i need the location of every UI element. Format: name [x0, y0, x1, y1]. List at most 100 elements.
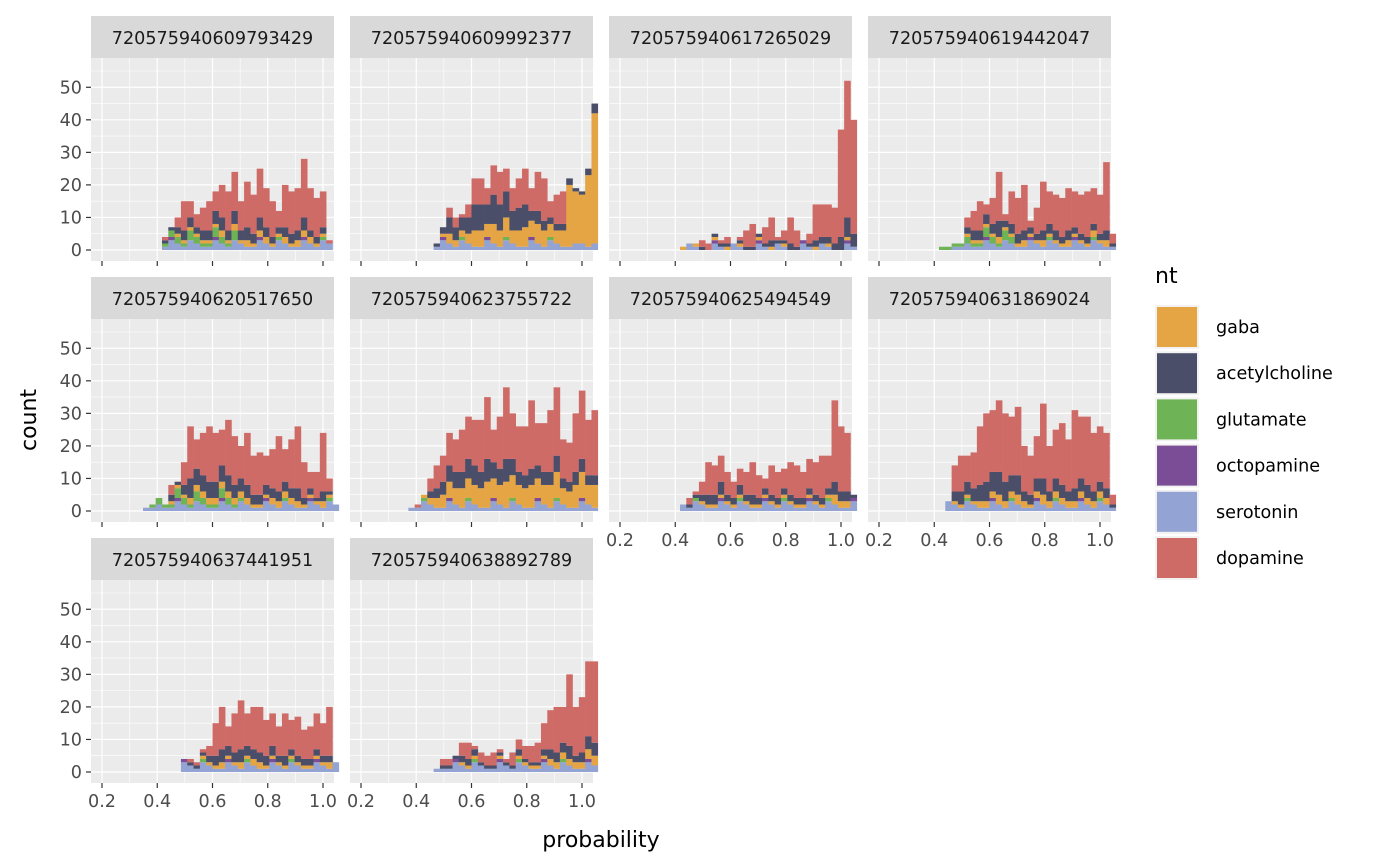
bar-segment-gaba — [736, 494, 744, 498]
bar-segment-dopamine — [174, 217, 182, 228]
bar-segment-serotonin — [199, 504, 207, 511]
bar-segment-gaba — [970, 501, 978, 505]
bar-segment-dopamine — [989, 197, 997, 224]
bar-segment-acetylcholine — [787, 243, 794, 250]
bar-segment-dopamine — [774, 236, 782, 241]
bar-segment-gaba — [528, 765, 535, 769]
strip-background — [868, 277, 1111, 319]
bar-segment-acetylcholine — [768, 494, 775, 502]
bar-segment-acetylcholine — [244, 484, 251, 498]
bar-segment-acetylcholine — [976, 484, 984, 502]
x-tick-label: 1.0 — [1086, 531, 1114, 551]
bar-segment-dopamine — [1002, 413, 1009, 482]
bar-segment-dopamine — [319, 723, 327, 756]
bar-segment-serotonin — [281, 243, 289, 250]
bar-segment-acetylcholine — [452, 227, 460, 241]
bar-segment-dopamine — [446, 207, 453, 218]
bar-segment-dopamine — [705, 462, 712, 495]
bar-segment-gaba — [244, 497, 251, 505]
bar-segment-gaba — [806, 494, 813, 498]
bar-segment-dopamine — [585, 419, 592, 476]
bar-segment-dopamine — [231, 171, 239, 211]
y-tick-label: 10 — [60, 730, 82, 750]
bar-segment-gaba — [736, 243, 744, 247]
bar-segment-dopamine — [1090, 432, 1098, 492]
bar-segment-gaba — [319, 762, 327, 766]
bar-segment-serotonin — [237, 501, 245, 511]
bar-segment-acetylcholine — [566, 481, 573, 492]
bar-segment-glutamate — [275, 236, 283, 241]
strip-background — [91, 16, 334, 58]
bar-segment-dopamine — [256, 168, 264, 218]
bar-segment-acetylcholine — [591, 103, 599, 114]
bar-segment-gaba — [294, 762, 302, 766]
bar-segment-dopamine — [781, 230, 788, 241]
bar-segment-serotonin — [143, 507, 150, 511]
bar-segment-dopamine — [522, 168, 529, 205]
strip-background — [868, 16, 1111, 58]
bar-segment-acetylcholine — [547, 217, 554, 224]
bar-segment-serotonin — [471, 246, 479, 250]
bar-segment-serotonin — [168, 507, 175, 511]
bar-segment-serotonin — [307, 768, 314, 772]
bar-segment-glutamate — [983, 227, 990, 237]
bar-segment-gaba — [477, 230, 485, 247]
bar-segment-acetylcholine — [850, 233, 858, 247]
bar-segment-serotonin — [187, 765, 194, 772]
bar-segment-serotonin — [1103, 504, 1110, 511]
bar-segment-dopamine — [161, 236, 169, 241]
bar-segment-glutamate — [1052, 497, 1060, 502]
bar-segment-gaba — [515, 484, 523, 505]
bar-segment-dopamine — [212, 191, 220, 211]
x-axis-title: probability — [542, 828, 659, 853]
bar-segment-acetylcholine — [193, 227, 201, 234]
bar-segment-serotonin — [465, 243, 472, 250]
bar-segment-dopamine — [452, 439, 460, 472]
bar-segment-dopamine — [313, 471, 321, 498]
bar-segment-serotonin — [825, 246, 832, 250]
bar-segment-acetylcholine — [269, 745, 276, 756]
bar-segment-dopamine — [1058, 197, 1066, 237]
bar-segment-acetylcholine — [193, 765, 201, 769]
bar-segment-serotonin — [155, 504, 163, 511]
bar-segment-acetylcholine — [256, 217, 264, 231]
bar-segment-serotonin — [534, 243, 542, 250]
bar-segment-serotonin — [572, 768, 580, 772]
bar-segment-gaba — [319, 233, 327, 237]
bar-segment-dopamine — [768, 217, 775, 241]
bar-segment-acetylcholine — [1109, 504, 1117, 508]
bar-segment-acetylcholine — [705, 494, 712, 505]
bar-segment-serotonin — [743, 504, 750, 511]
bar-segment-dopamine — [787, 217, 794, 244]
bar-segment-serotonin — [553, 768, 561, 772]
bar-segment-dopamine — [206, 201, 213, 231]
bar-segment-dopamine — [1033, 207, 1041, 234]
bar-segment-glutamate — [218, 236, 226, 244]
bar-segment-acetylcholine — [743, 494, 750, 502]
bar-segment-serotonin — [686, 243, 693, 250]
bar-segment-dopamine — [439, 758, 447, 766]
bar-segment-glutamate — [244, 758, 251, 763]
bar-segment-acetylcholine — [319, 227, 327, 234]
bar-segment-dopamine — [433, 465, 441, 489]
bar-segment-acetylcholine — [250, 233, 257, 244]
bar-segment-gaba — [237, 240, 245, 244]
bar-segment-dopamine — [762, 227, 769, 244]
bar-segment-serotonin — [1077, 501, 1085, 511]
bar-segment-gaba — [225, 240, 232, 244]
bar-segment-dopamine — [812, 462, 820, 495]
bar-segment-dopamine — [326, 478, 333, 492]
bar-segment-glutamate — [957, 243, 965, 247]
bar-segment-serotonin — [951, 504, 959, 511]
bar-segment-gaba — [831, 494, 839, 505]
bar-segment-glutamate — [995, 243, 1003, 247]
x-tick-label: 0.4 — [661, 531, 689, 551]
bar-segment-acetylcholine — [1090, 491, 1098, 502]
bar-segment-gaba — [1084, 243, 1091, 247]
bar-segment-acetylcholine — [484, 765, 491, 769]
bar-segment-acetylcholine — [199, 230, 207, 241]
bar-segment-serotonin — [326, 243, 333, 250]
bar-segment-gaba — [294, 240, 302, 247]
bar-segment-dopamine — [717, 240, 725, 244]
bar-segment-gaba — [749, 504, 757, 508]
